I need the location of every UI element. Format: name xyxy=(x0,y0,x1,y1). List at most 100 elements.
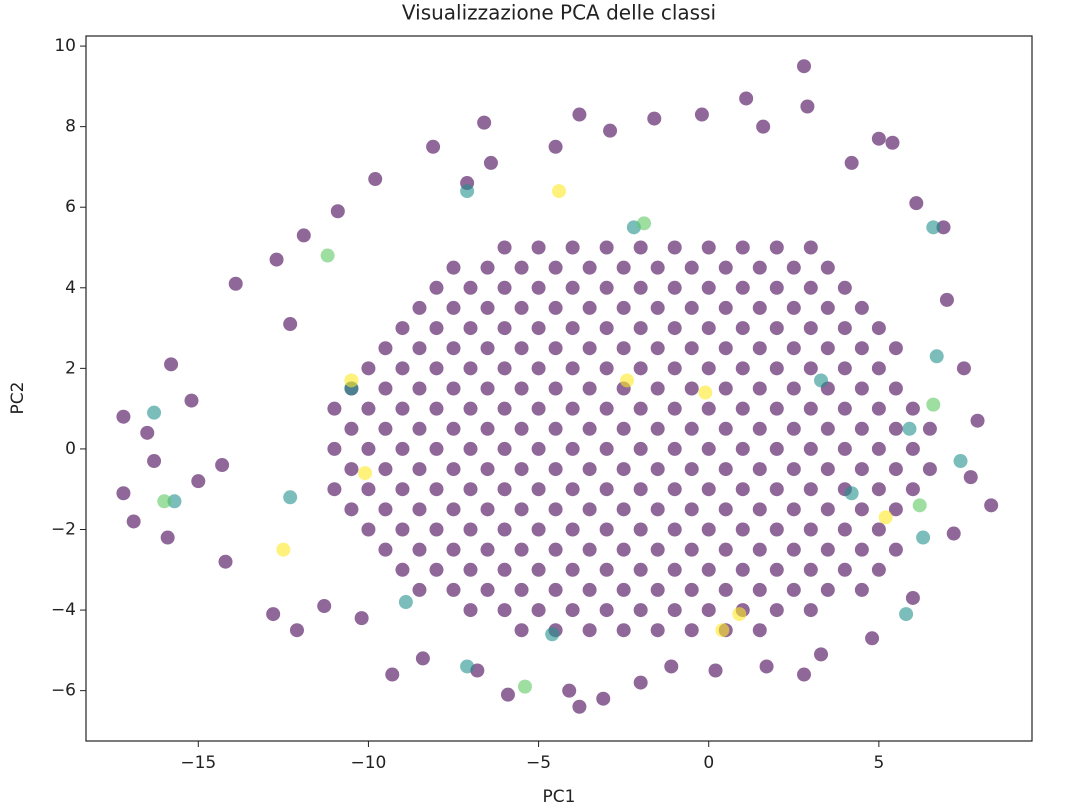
scatter-point xyxy=(514,502,529,517)
plot-frame xyxy=(85,35,1033,742)
scatter-point xyxy=(769,321,784,336)
scatter-point xyxy=(215,458,230,473)
scatter-point xyxy=(480,462,495,477)
scatter-point xyxy=(769,361,784,376)
y-tick-label: 6 xyxy=(65,197,76,217)
scatter-point xyxy=(769,482,784,497)
scatter-point xyxy=(650,381,665,396)
scatter-point xyxy=(599,441,614,456)
scatter-point xyxy=(497,321,512,336)
scatter-point xyxy=(562,683,577,698)
x-tick-label: 0 xyxy=(703,753,714,773)
scatter-point xyxy=(378,381,393,396)
scatter-point xyxy=(650,462,665,477)
scatter-point xyxy=(378,421,393,436)
scatter-point xyxy=(446,341,461,356)
scatter-point xyxy=(684,582,699,597)
scatter-point xyxy=(548,462,563,477)
scatter-point xyxy=(616,421,631,436)
scatter-point xyxy=(412,381,427,396)
scatter-point xyxy=(385,667,400,682)
scatter-point xyxy=(797,667,812,682)
scatter-point xyxy=(837,401,852,416)
scatter-point xyxy=(650,260,665,275)
scatter-point xyxy=(395,562,410,577)
scatter-point xyxy=(701,522,716,537)
scatter-point xyxy=(735,522,750,537)
scatter-point xyxy=(871,361,886,376)
scatter-point xyxy=(429,482,444,497)
scatter-point xyxy=(735,361,750,376)
scatter-point xyxy=(531,562,546,577)
scatter-point xyxy=(718,260,733,275)
scatter-point xyxy=(752,381,767,396)
scatter-point xyxy=(698,385,713,400)
scatter-point xyxy=(854,542,869,557)
scatter-point xyxy=(582,260,597,275)
scatter-point xyxy=(786,542,801,557)
scatter-point xyxy=(500,687,515,702)
scatter-point xyxy=(871,562,886,577)
scatter-point xyxy=(228,276,243,291)
scatter-point xyxy=(854,381,869,396)
scatter-point xyxy=(164,357,179,372)
scatter-point xyxy=(837,441,852,456)
scatter-point xyxy=(902,421,917,436)
scatter-point xyxy=(718,381,733,396)
scatter-point xyxy=(616,502,631,517)
scatter-point xyxy=(888,542,903,557)
scatter-point xyxy=(599,321,614,336)
scatter-point xyxy=(667,401,682,416)
scatter-point xyxy=(565,562,580,577)
scatter-point xyxy=(531,280,546,295)
y-tick-label: −4 xyxy=(51,600,76,620)
scatter-point xyxy=(708,663,723,678)
scatter-point xyxy=(633,321,648,336)
y-axis-label: PC2 xyxy=(8,382,28,415)
scatter-point xyxy=(565,280,580,295)
scatter-point xyxy=(963,470,978,485)
scatter-point xyxy=(984,498,999,513)
scatter-point xyxy=(664,659,679,674)
scatter-point xyxy=(752,421,767,436)
scatter-point xyxy=(803,321,818,336)
scatter-point xyxy=(970,413,985,428)
scatter-point xyxy=(718,542,733,557)
scatter-point xyxy=(446,260,461,275)
scatter-point xyxy=(596,691,611,706)
scatter-point xyxy=(218,554,233,569)
y-tick-label: −6 xyxy=(51,681,76,701)
scatter-point xyxy=(701,441,716,456)
scatter-point xyxy=(718,421,733,436)
scatter-point xyxy=(395,321,410,336)
scatter-point xyxy=(548,300,563,315)
scatter-point xyxy=(735,280,750,295)
scatter-point xyxy=(922,421,937,436)
scatter-point xyxy=(320,248,335,263)
scatter-point xyxy=(786,421,801,436)
scatter-point xyxy=(531,441,546,456)
scatter-point xyxy=(786,341,801,356)
scatter-point xyxy=(548,260,563,275)
scatter-point xyxy=(694,107,709,122)
scatter-point xyxy=(701,240,716,255)
scatter-point xyxy=(820,421,835,436)
scatter-point xyxy=(650,542,665,557)
scatter-point xyxy=(803,522,818,537)
scatter-point xyxy=(463,280,478,295)
scatter-point xyxy=(446,502,461,517)
scatter-point xyxy=(429,321,444,336)
scatter-point xyxy=(531,401,546,416)
scatter-point xyxy=(667,522,682,537)
scatter-point xyxy=(582,381,597,396)
scatter-point xyxy=(905,401,920,416)
scatter-point xyxy=(650,421,665,436)
scatter-point xyxy=(327,401,342,416)
scatter-point xyxy=(497,603,512,618)
scatter-point xyxy=(616,260,631,275)
scatter-point xyxy=(684,502,699,517)
scatter-point xyxy=(650,582,665,597)
scatter-point xyxy=(633,441,648,456)
scatter-point xyxy=(354,611,369,626)
scatter-point xyxy=(854,462,869,477)
